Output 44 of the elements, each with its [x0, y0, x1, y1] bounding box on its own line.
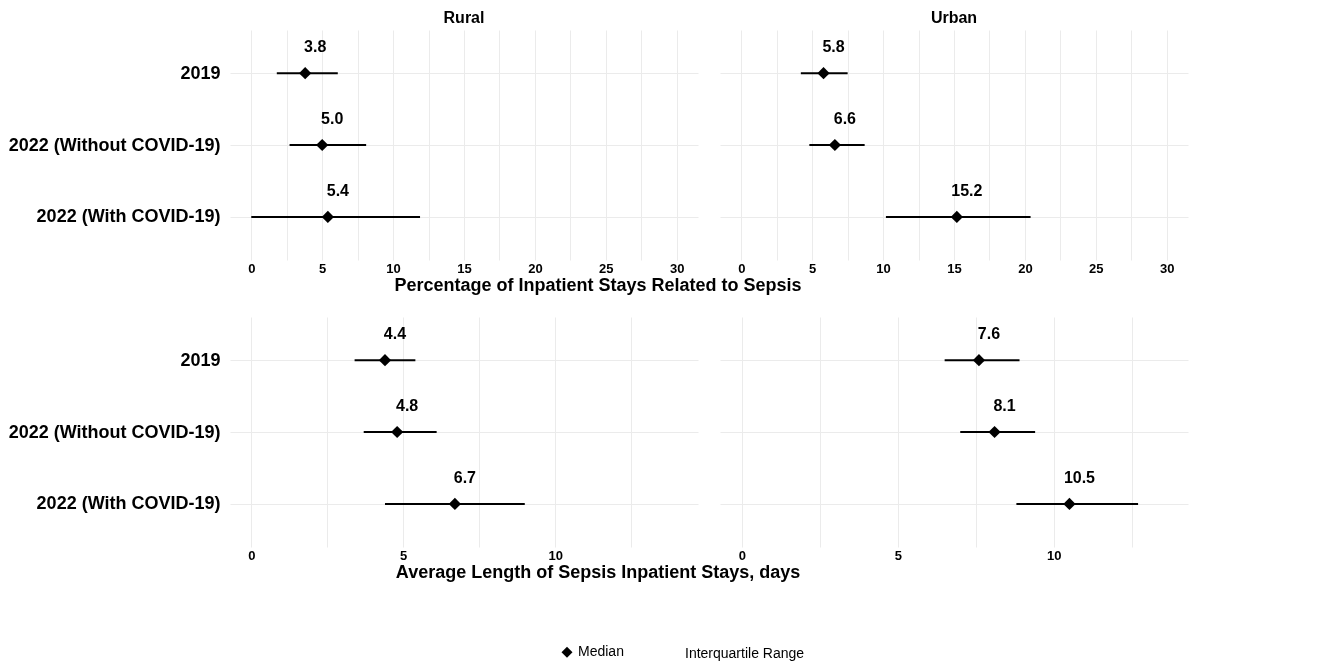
x-tick-label: 10 [386, 260, 401, 276]
y-tick-label: 2019 [180, 349, 221, 370]
legend-label: Median [578, 643, 624, 660]
data-label: 4.8 [396, 397, 419, 414]
x-tick-label: 5 [400, 547, 408, 563]
x-tick-label: 10 [876, 260, 891, 276]
x-tick-label: 0 [248, 260, 256, 276]
x-tick-label: 0 [738, 260, 746, 276]
data-label: 5.4 [326, 181, 350, 199]
data-label: 10.5 [1063, 468, 1096, 486]
x-axis-title: Average Length of Sepsis Inpatient Stays, days [395, 562, 801, 582]
chart-title: Rural [443, 9, 485, 26]
x-tick-label: 30 [669, 260, 685, 276]
data-label: 6.7 [453, 468, 477, 486]
x-tick-label: 25 [1089, 260, 1104, 276]
chart-title: Urban [930, 9, 978, 26]
x-tick-label: 20 [528, 260, 543, 276]
y-tick-label: 2022 (Without COVID-19) [8, 421, 221, 442]
data-label: 7.6 [977, 325, 1001, 343]
x-tick-label: 10 [548, 547, 563, 563]
data-label: 15.2 [951, 181, 983, 199]
y-tick-label: 2019 [180, 62, 221, 83]
y-tick-label: 2022 (Without COVID-19) [8, 134, 221, 155]
data-label: 5.8 [822, 38, 845, 56]
x-tick-label: 5 [809, 260, 817, 276]
x-tick-label: 0 [248, 547, 256, 563]
data-label: 8.1 [993, 397, 1016, 414]
data-label: 6.6 [833, 110, 857, 127]
x-tick-label: 30 [1159, 260, 1175, 276]
x-tick-label: 5 [894, 547, 902, 563]
x-axis-title: Percentage of Inpatient Stays Related to Sepsis [394, 275, 802, 295]
x-tick-label: 20 [1018, 260, 1033, 276]
x-tick-label: 15 [457, 260, 472, 276]
text: Interquartile Range [685, 644, 805, 661]
data-label: 4.4 [383, 325, 407, 343]
data-label: 3.8 [304, 38, 327, 56]
y-tick-label: 2022 (With COVID-19) [36, 206, 221, 227]
x-tick-label: 15 [947, 260, 962, 276]
x-tick-label: 25 [599, 260, 614, 276]
x-tick-label: 10 [1047, 547, 1062, 563]
data-label: 5.0 [321, 110, 344, 127]
x-tick-label: 0 [738, 547, 746, 563]
x-tick-label: 5 [319, 260, 327, 276]
y-tick-label: 2022 (With COVID-19) [36, 493, 221, 514]
